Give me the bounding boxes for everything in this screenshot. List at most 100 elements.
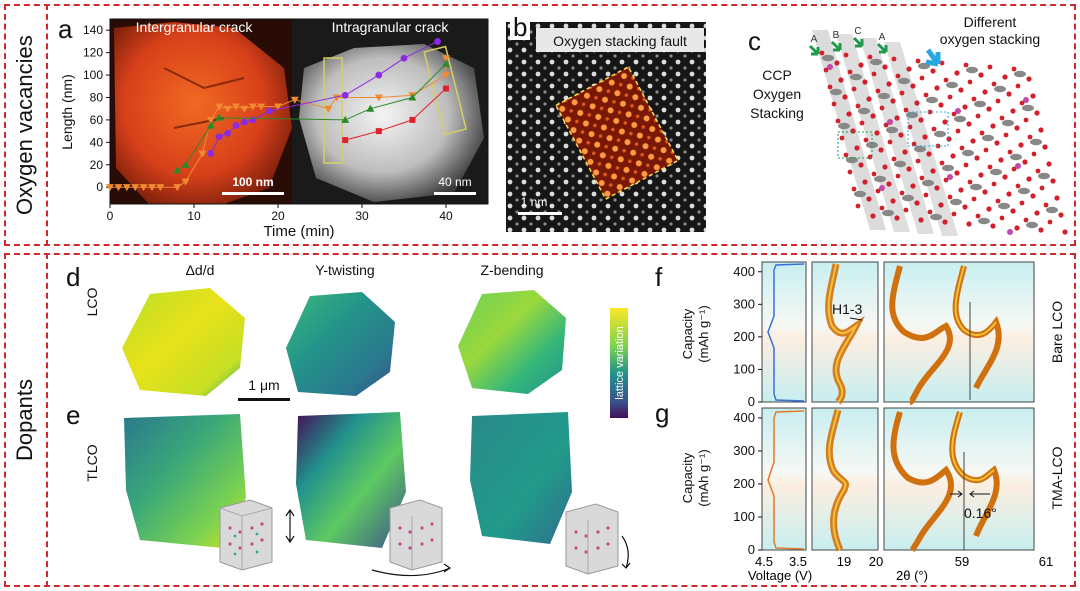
g-capacity-tick-label: 100 (733, 509, 755, 524)
data-point-orange (232, 103, 240, 111)
strain-arrow-vertical (285, 508, 295, 544)
oxygen-atom (911, 141, 917, 147)
cobalt-atom (822, 54, 834, 62)
oxygen-atom (999, 115, 1005, 121)
oxygen-atom (890, 198, 896, 204)
oxygen-atom (951, 111, 957, 117)
row-label-tlco: TLCO (84, 444, 100, 482)
oxygen-atom (887, 139, 893, 145)
cobalt-atom (942, 164, 954, 172)
oxygen-atom (1030, 193, 1036, 199)
dopant-atom (1015, 163, 1021, 169)
data-point-orange (131, 184, 140, 192)
data-point-green (341, 115, 350, 123)
oxygen-atom (847, 69, 853, 75)
cobalt-atom (954, 115, 966, 123)
oxygen-atom (971, 96, 977, 102)
cobalt-atom (962, 149, 974, 157)
stacking-fault-region (554, 65, 680, 201)
oxygen-atom (827, 84, 833, 90)
oxygen-atom (903, 207, 909, 213)
cobalt-atom (914, 145, 926, 153)
oxygen-atom (939, 160, 945, 166)
cobalt-atom (978, 217, 990, 225)
oxygen-atom (863, 137, 869, 143)
oxygen-atom (890, 98, 896, 104)
oxygen-atom (882, 64, 888, 70)
oxygen-atom (842, 94, 848, 100)
cobalt-atom (906, 111, 918, 119)
cobalt-atom (970, 183, 982, 191)
dopant-atom (947, 174, 953, 180)
f-capacity-tick-label: 100 (733, 361, 755, 376)
oxygen-atom (942, 119, 948, 125)
data-point-red (409, 116, 416, 123)
oxygen-atom (858, 162, 864, 168)
layer-letter-1: B (833, 30, 840, 41)
oxygen-atom (882, 164, 888, 170)
oxygen-atom (851, 86, 857, 92)
x-tick-label: 10 (187, 209, 201, 223)
g-capacity-tick-label: 0 (748, 542, 755, 557)
data-point-green (408, 93, 417, 101)
highlight-box-1 (323, 57, 343, 164)
data-point-orange (181, 178, 190, 186)
data-point-orange (442, 72, 450, 80)
stacking-plane-2 (836, 34, 910, 232)
oxygen-atom (978, 172, 984, 178)
dopants-label: Dopants (12, 379, 37, 461)
col-title-z-bending: Z-bending (480, 262, 544, 278)
layer-arrow-2 (852, 36, 864, 48)
cobalt-atom (902, 194, 914, 202)
data-point-purple (266, 107, 273, 115)
panel-label-f: f (655, 262, 663, 292)
series-line-red (345, 88, 447, 141)
panel-b-scalebar-bar (518, 212, 562, 215)
highlight-box-2 (423, 45, 467, 136)
oxygen-atom (874, 130, 880, 136)
y-tick-label: 40 (90, 135, 104, 149)
lattice-cube-3 (565, 503, 619, 575)
oxygen-atom (959, 145, 965, 151)
panel-label-d: d (66, 262, 81, 292)
oxygen-atom (855, 103, 861, 109)
layer-letter-3: A (879, 32, 886, 43)
oxygen-atom (1023, 117, 1029, 123)
panel-c-structure: A B CA (808, 26, 1068, 236)
oxygen-atom (966, 221, 972, 227)
cobalt-atom (870, 58, 882, 66)
colorbar (610, 308, 628, 418)
data-point-green (181, 160, 190, 168)
oxygen-atom (958, 187, 964, 193)
oxygen-atom (899, 90, 905, 96)
oxygen-atom (914, 100, 920, 106)
oxygen-vacancies-section (4, 4, 1076, 246)
data-point-orange (374, 94, 383, 102)
oxygen-atom (995, 98, 1001, 104)
oxygen-atom (846, 111, 852, 117)
oxygen-atom (886, 181, 892, 187)
oxygen-atom (1058, 212, 1064, 218)
oxygen-atom (931, 126, 937, 132)
grain-image-right (299, 44, 484, 202)
oxygen-atom (895, 173, 901, 179)
oxygen-atom (894, 115, 900, 121)
oxygen-atom (870, 213, 876, 219)
dopant-atom (955, 108, 961, 114)
g-xrd-mid-contour-inner (828, 409, 847, 551)
oxygen-atom (1002, 74, 1008, 80)
data-point-orange (248, 103, 257, 111)
data-point-orange (122, 184, 131, 192)
oxygen-atom (1014, 125, 1020, 131)
map-lco-dd (122, 288, 245, 396)
col-title-y-twisting: Y-twisting (315, 262, 375, 278)
series-line-green (176, 63, 447, 171)
oxygen-atom (862, 179, 868, 185)
x-axis-label: Time (min) (263, 223, 334, 240)
y-tick-label: 80 (90, 90, 104, 104)
oxygen-atom (1026, 76, 1032, 82)
oxygen-atom (1007, 149, 1013, 155)
panel-label-e: e (66, 400, 81, 430)
oxygen-atom (918, 117, 924, 123)
